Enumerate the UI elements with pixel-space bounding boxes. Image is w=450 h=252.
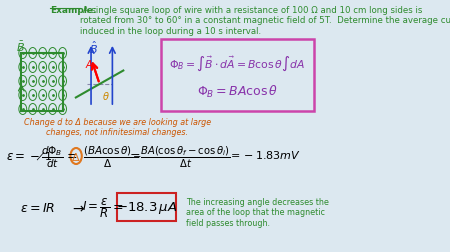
Text: $\dfrac{(BA\cos\theta)}{\Delta}$: $\dfrac{(BA\cos\theta)}{\Delta}$ [82, 144, 132, 169]
Text: A: A [86, 60, 92, 70]
Text: $\rightarrow$: $\rightarrow$ [70, 200, 86, 214]
Text: $\Phi_B = \int \vec{B}\cdot d\vec{A} = B\cos\theta\int dA$: $\Phi_B = \int \vec{B}\cdot d\vec{A} = B… [170, 55, 306, 73]
Text: $=$: $=$ [64, 148, 78, 161]
Text: $\Delta$: $\Delta$ [72, 150, 81, 162]
Text: $\Phi_B = BA\cos\theta$: $\Phi_B = BA\cos\theta$ [197, 84, 278, 100]
Text: $\not{1}$: $\not{1}$ [36, 149, 52, 162]
Text: $= -1.83mV$: $= -1.83mV$ [228, 148, 300, 160]
Text: $\dfrac{d\Phi_B}{dt}$: $\dfrac{d\Phi_B}{dt}$ [40, 144, 63, 169]
Text: $I = \dfrac{\varepsilon}{R}$: $I = \dfrac{\varepsilon}{R}$ [82, 195, 110, 219]
Text: $\varepsilon = -$: $\varepsilon = -$ [6, 150, 39, 163]
Text: $\hat{B}$: $\hat{B}$ [89, 40, 98, 56]
Text: A single square loop of wire with a resistance of 100 Ω and 10 cm long sides is
: A single square loop of wire with a resi… [80, 6, 450, 36]
Text: $\theta$: $\theta$ [103, 90, 110, 102]
Text: $\bar{B}$: $\bar{B}$ [16, 40, 25, 54]
Text: $-18.3\,\mu A$: $-18.3\,\mu A$ [116, 199, 177, 215]
Text: $-\dfrac{BA(\cos\theta_f - \cos\theta_i)}{\Delta t}$: $-\dfrac{BA(\cos\theta_f - \cos\theta_i)… [132, 144, 230, 169]
Text: Change d to Δ because we are looking at large
changes, not infinitesimal changes: Change d to Δ because we are looking at … [24, 117, 211, 137]
Text: $=$: $=$ [126, 148, 140, 161]
Text: Example:: Example: [50, 6, 96, 15]
Text: The increasing angle decreases the
area of the loop that the magnetic
field pass: The increasing angle decreases the area … [186, 197, 329, 227]
Text: $=$: $=$ [110, 199, 124, 212]
Bar [21, 54, 63, 112]
Text: $\varepsilon = IR$: $\varepsilon = IR$ [20, 201, 55, 214]
